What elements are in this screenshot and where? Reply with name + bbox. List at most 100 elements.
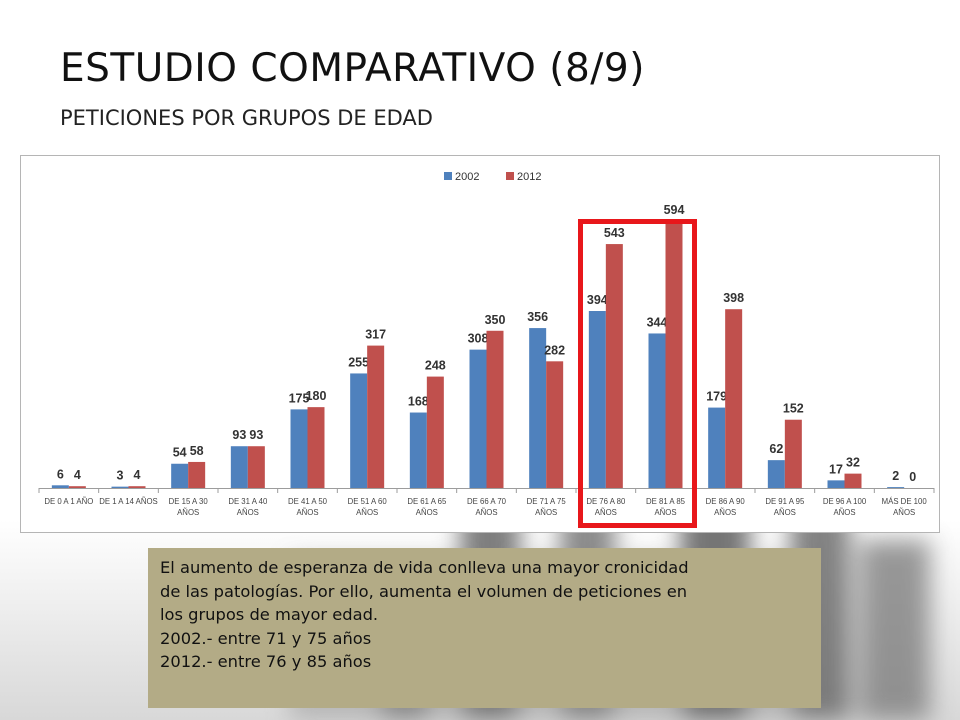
note-box: El aumento de esperanza de vida conlleva…	[148, 548, 821, 708]
data-label: 2	[892, 469, 899, 483]
category-label: DE 66 A 70	[467, 497, 507, 506]
bar-2002	[708, 407, 726, 488]
data-label: 282	[544, 343, 565, 357]
bar-2002	[290, 409, 308, 488]
data-label: 344	[647, 315, 668, 329]
data-label: 356	[527, 310, 548, 324]
chart-frame: 2002 2012 6 4 DE 0 A 1 AÑO 3 4 DE 1 A 14 AÑOS 54…	[20, 155, 940, 533]
category-label: AÑOS	[416, 508, 438, 517]
bar-2002	[230, 446, 248, 488]
bar-2012	[128, 486, 146, 488]
note-line: 2012.- entre 76 y 85 años	[160, 652, 372, 671]
category-label: DE 61 A 65	[407, 497, 447, 506]
bar-2002	[350, 373, 368, 488]
data-label: 255	[348, 355, 369, 369]
category-label: AÑOS	[296, 508, 318, 517]
data-label: 398	[723, 291, 744, 305]
note-line: los grupos de mayor edad.	[160, 605, 379, 624]
bar-2002	[111, 486, 129, 488]
bar-2002	[887, 487, 905, 488]
data-label: 3	[117, 469, 124, 483]
bar-2012	[605, 244, 623, 488]
category-label: DE 0 A 1 AÑO	[44, 497, 93, 506]
category-label: DE 71 A 75	[527, 497, 567, 506]
data-label: 168	[408, 395, 429, 409]
data-label: 175	[289, 391, 310, 405]
category-label: MÁS DE 100	[882, 497, 928, 506]
data-label: 93	[232, 428, 246, 442]
bar-2002	[767, 460, 785, 488]
category-label: DE 41 A 50	[288, 497, 328, 506]
data-label: 62	[769, 442, 783, 456]
data-label: 4	[134, 468, 141, 482]
data-label: 180	[306, 389, 327, 403]
data-label: 54	[173, 446, 187, 460]
category-label: AÑOS	[833, 508, 855, 517]
data-label: 248	[425, 359, 446, 373]
bar-2012	[546, 361, 564, 488]
bar-2002	[529, 328, 547, 488]
bar-2012	[725, 309, 743, 488]
legend-swatch	[506, 172, 514, 180]
category-label: AÑOS	[774, 508, 796, 517]
bar-2012	[247, 446, 265, 488]
category-label: AÑOS	[475, 508, 497, 517]
data-label: 0	[909, 470, 916, 484]
data-label: 308	[468, 332, 489, 346]
bar-2012	[68, 486, 86, 488]
data-label: 317	[365, 328, 386, 342]
bar-2002	[827, 480, 845, 488]
bar-2002	[588, 311, 606, 488]
legend-label: 2012	[517, 171, 541, 183]
category-label: AÑOS	[356, 508, 378, 517]
data-label: 6	[57, 467, 64, 481]
category-label: AÑOS	[654, 508, 676, 517]
data-label: 152	[783, 402, 804, 416]
bar-2012	[844, 473, 862, 488]
data-label: 394	[587, 293, 608, 307]
data-label: 93	[249, 428, 263, 442]
data-label: 32	[846, 456, 860, 470]
data-label: 543	[604, 226, 625, 240]
category-label: DE 91 A 95	[765, 497, 805, 506]
category-label: DE 31 A 40	[228, 497, 268, 506]
note-line: El aumento de esperanza de vida conlleva…	[160, 558, 689, 577]
bar-2012	[367, 345, 385, 488]
legend-swatch	[444, 172, 452, 180]
category-label: DE 1 A 14 AÑOS	[99, 497, 158, 506]
bar-2002	[409, 412, 427, 488]
bar-2012	[486, 330, 504, 488]
category-label: AÑOS	[177, 508, 199, 517]
bar-2012	[307, 407, 325, 488]
category-label: DE 15 A 30	[169, 497, 209, 506]
note-line: de las patologías. Por ello, aumenta el …	[160, 581, 688, 601]
bar-2002	[171, 463, 189, 488]
slide-subtitle: PETICIONES POR GRUPOS DE EDAD	[60, 106, 433, 130]
bar-2012	[188, 461, 206, 488]
category-label: DE 86 A 90	[706, 497, 746, 506]
data-label: 17	[829, 462, 843, 476]
category-label: AÑOS	[535, 508, 557, 517]
category-label: DE 76 A 80	[586, 497, 626, 506]
bar-2002	[51, 485, 69, 488]
category-label: AÑOS	[714, 508, 736, 517]
data-label: 58	[190, 444, 204, 458]
category-label: DE 96 A 100	[823, 497, 867, 506]
bar-2012	[426, 376, 444, 488]
category-label: AÑOS	[893, 508, 915, 517]
bar-2012	[665, 221, 683, 488]
category-label: DE 81 A 85	[646, 497, 686, 506]
category-label: AÑOS	[595, 508, 617, 517]
data-label: 4	[74, 468, 81, 482]
bar-2002	[648, 333, 666, 488]
data-label: 594	[664, 203, 685, 217]
data-label: 179	[706, 390, 727, 404]
legend-label: 2002	[455, 171, 479, 183]
highlight-box-oldest-groups	[578, 219, 697, 528]
data-label: 350	[485, 313, 506, 327]
bar-2012	[784, 419, 802, 488]
bar-2002	[469, 349, 487, 488]
category-label: AÑOS	[237, 508, 259, 517]
category-label: DE 51 A 60	[348, 497, 388, 506]
